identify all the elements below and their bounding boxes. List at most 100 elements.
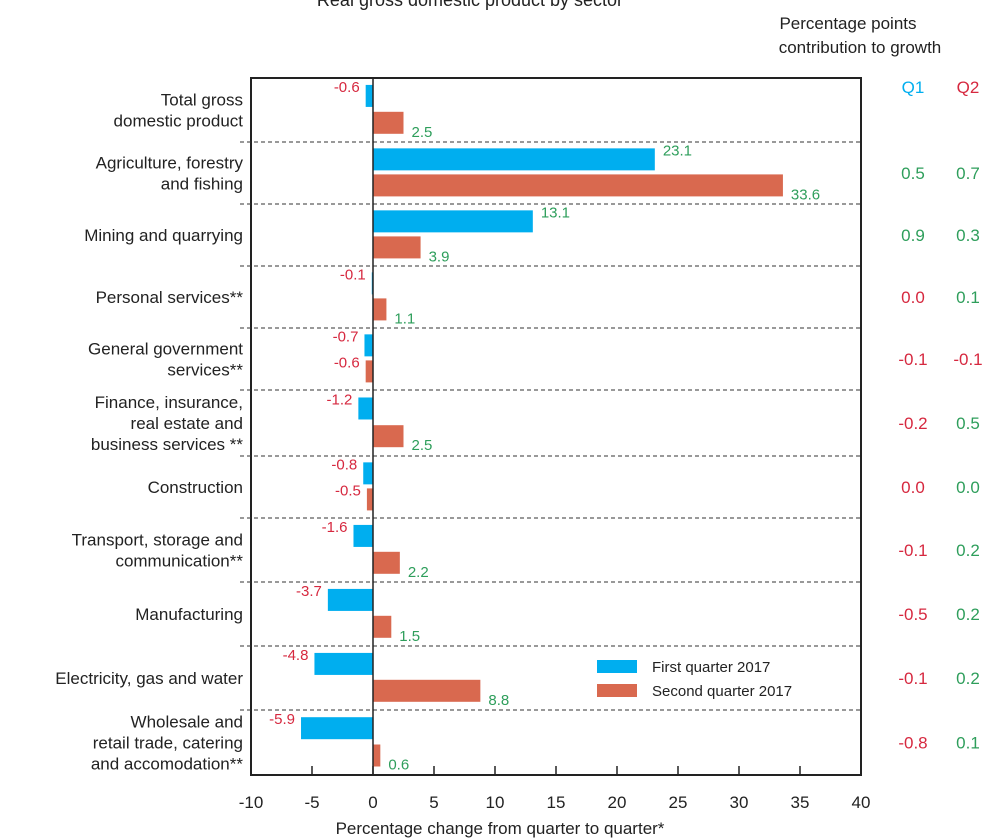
- category-label: Personal services**: [96, 288, 244, 307]
- category-label: Transport, storage and communication**: [72, 531, 244, 571]
- bar-q2: [373, 551, 400, 574]
- category-label-line: Agriculture, forestry: [96, 154, 244, 173]
- bar-q2: [373, 298, 387, 321]
- x-tick-label: 25: [669, 793, 688, 812]
- bar-q2: [373, 679, 481, 702]
- bars: [301, 84, 783, 767]
- x-tick-label: 30: [730, 793, 749, 812]
- x-tick-label: 10: [486, 793, 505, 812]
- category-labels: Total gross domestic product Agriculture, …: [55, 91, 243, 774]
- x-tick-label: 40: [852, 793, 871, 812]
- category-label-line: Transport, storage and: [72, 531, 243, 550]
- category-label-line: real estate and: [131, 414, 243, 433]
- contribution-q2-value: 0.2: [956, 605, 980, 624]
- bar-value-label: -0.6: [334, 79, 360, 96]
- contribution-q2-value: 0.3: [956, 226, 980, 245]
- bar-value-label: 13.1: [541, 204, 570, 221]
- bar-value-label: -1.2: [327, 391, 353, 408]
- contribution-q1-value: -0.2: [898, 414, 927, 433]
- x-tick-label: 0: [368, 793, 377, 812]
- bar-q1: [353, 524, 373, 547]
- chart-title: Real gross domestic product by sector: [317, 0, 623, 10]
- bar-q1: [314, 652, 373, 675]
- bar-value-label: 2.5: [412, 437, 433, 454]
- contribution-q2-value: 0.2: [956, 669, 980, 688]
- category-label: Electricity, gas and water: [55, 669, 243, 688]
- bar-value-label: 8.8: [488, 692, 509, 709]
- bar-value-label: 1.5: [399, 628, 420, 645]
- category-label-line: and fishing: [161, 175, 243, 194]
- category-label-line: Mining and quarrying: [84, 226, 243, 245]
- contribution-q2-header: Q2: [957, 78, 980, 97]
- bar-q2: [373, 236, 421, 259]
- contribution-q2-value: 0.7: [956, 164, 980, 183]
- contribution-q2-value: 0.1: [956, 288, 980, 307]
- category-label-line: and accomodation**: [91, 755, 244, 774]
- contribution-q1-value: 0.0: [901, 288, 925, 307]
- bar-value-label: 1.1: [394, 310, 415, 327]
- category-label-line: Wholesale and: [131, 713, 243, 732]
- category-label: Mining and quarrying: [84, 226, 243, 245]
- category-label: Agriculture, forestry and fishing: [96, 154, 244, 194]
- bar-value-label: 33.6: [791, 186, 820, 203]
- x-axis-label: Percentage change from quarter to quarte…: [336, 819, 665, 838]
- bar-q1: [373, 210, 533, 233]
- bar-q2: [373, 174, 783, 197]
- bar-value-label: 0.6: [388, 757, 409, 774]
- category-label-line: Total gross: [161, 91, 243, 110]
- category-label-line: Construction: [148, 478, 243, 497]
- contribution-heading-line2: contribution to growth: [779, 38, 942, 57]
- bar-q2: [373, 111, 404, 134]
- contribution-heading-line1: Percentage points: [779, 14, 916, 33]
- bar-q1: [327, 588, 373, 611]
- bar-q1: [301, 717, 373, 740]
- bar-value-label: -3.7: [296, 583, 322, 600]
- category-label: Construction: [148, 478, 243, 497]
- bar-q1: [365, 84, 373, 107]
- bar-value-label: 2.2: [408, 564, 429, 581]
- bar-q2: [373, 744, 381, 767]
- legend-swatch-q1: [597, 660, 637, 673]
- bar-value-label: -4.8: [283, 647, 309, 664]
- bar-value-label: 2.5: [412, 124, 433, 141]
- contribution-q1-value: -0.1: [898, 350, 927, 369]
- bar-q1: [358, 397, 373, 420]
- legend: First quarter 2017 Second quarter 2017: [597, 659, 792, 700]
- contribution-values: 0.5 0.7 0.9 0.3 0.0 0.1 -0.1 -0.1 -0.2 0.5 0.0 0.0 -…: [898, 164, 982, 753]
- x-axis-ticks: -10 -5 0 5 10 15 20 25 30 35 40: [239, 766, 871, 812]
- x-tick-label: 5: [429, 793, 438, 812]
- bar-q1: [373, 148, 655, 171]
- bar-value-label: 3.9: [429, 248, 450, 265]
- legend-swatch-q2: [597, 684, 637, 697]
- bar-value-label: -0.8: [331, 456, 357, 473]
- bar-q2: [366, 488, 373, 511]
- category-label-line: services**: [167, 361, 243, 380]
- bar-q1: [364, 334, 373, 357]
- category-label-line: General government: [88, 340, 243, 359]
- contribution-q2-value: -0.1: [953, 350, 982, 369]
- category-label: General government services**: [88, 340, 243, 380]
- contribution-q1-value: 0.9: [901, 226, 925, 245]
- category-separators: [240, 141, 861, 711]
- x-tick-label: 20: [608, 793, 627, 812]
- contribution-q2-value: 0.0: [956, 478, 980, 497]
- legend-label-q2: Second quarter 2017: [652, 683, 792, 700]
- category-label-line: Finance, insurance,: [95, 393, 243, 412]
- category-label-line: Manufacturing: [135, 605, 243, 624]
- contribution-q1-value: -0.1: [898, 669, 927, 688]
- bar-q2: [373, 615, 392, 638]
- category-label-line: Electricity, gas and water: [55, 669, 243, 688]
- category-label-line: domestic product: [114, 112, 244, 131]
- bar-value-label: -0.1: [340, 266, 366, 283]
- category-label: Total gross domestic product: [114, 91, 244, 131]
- contribution-q1-value: -0.5: [898, 605, 927, 624]
- bar-q1: [363, 462, 373, 485]
- value-labels: -0.6 2.5 23.1 33.6 13.1 3.9 -0.1 1.1 -0.7 -0.6 -1.…: [269, 79, 820, 774]
- category-label: Wholesale and retail trade, catering and a…: [91, 713, 244, 774]
- bar-value-label: 23.1: [663, 142, 692, 159]
- bar-value-label: -0.6: [334, 354, 360, 371]
- bar-q2: [365, 360, 373, 383]
- contribution-q1-value: 0.0: [901, 478, 925, 497]
- x-tick-label: 35: [791, 793, 810, 812]
